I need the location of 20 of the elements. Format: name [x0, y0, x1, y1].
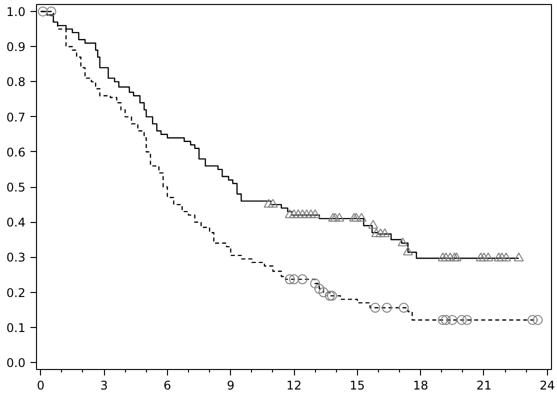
y-tick-label: 0.1 — [6, 320, 26, 335]
x-tick-label: 6 — [164, 378, 172, 392]
x-tick-label: 21 — [476, 378, 492, 392]
y-tick-label: 0.8 — [6, 75, 26, 90]
x-tick-label: 9 — [226, 378, 235, 392]
y-tick-label: 0.4 — [6, 216, 26, 230]
y-tick-label: 0.9 — [6, 40, 26, 54]
y-tick-label: 0.7 — [6, 110, 26, 124]
y-tick-label: 1.0 — [6, 5, 26, 20]
x-tick-label: 18 — [413, 378, 428, 392]
y-tick-label: 0.5 — [6, 180, 26, 194]
x-tick-label: 0 — [36, 378, 45, 392]
y-tick-label: 0.6 — [6, 145, 26, 160]
y-tick-label: 0.3 — [6, 250, 26, 265]
x-tick-label: 12 — [286, 378, 302, 392]
x-tick-label: 24 — [540, 378, 555, 392]
x-tick-label: 15 — [350, 378, 365, 392]
y-tick-label: 0.2 — [6, 286, 26, 300]
x-tick-label: 3 — [100, 378, 108, 392]
y-tick-label: 0.0 — [6, 356, 26, 370]
